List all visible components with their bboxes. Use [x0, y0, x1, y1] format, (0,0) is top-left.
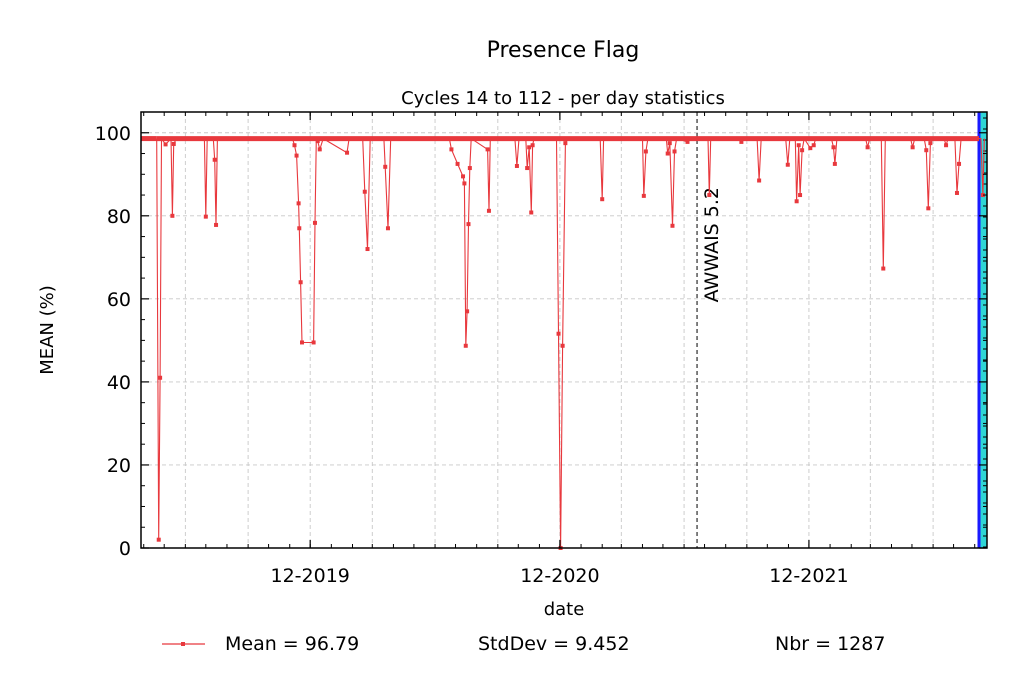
data-point — [296, 201, 301, 206]
data-point — [467, 166, 472, 171]
data-point — [831, 145, 836, 150]
data-point — [560, 343, 565, 348]
data-point — [928, 141, 933, 146]
y-tick-label: 20 — [107, 455, 131, 477]
legend: Mean = 96.79 StdDev = 9.452 Nbr = 1287 — [162, 633, 885, 655]
legend-square-marker — [181, 642, 185, 646]
axis-ticks: 0 20 40 60 80 100 12-2019 12-2020 12-2021 — [95, 112, 987, 587]
data-point — [317, 147, 322, 152]
data-point — [796, 143, 801, 148]
data-point — [811, 143, 816, 148]
y-tick-label: 0 — [119, 538, 131, 560]
data-point — [383, 164, 388, 169]
data-point — [563, 141, 568, 146]
data-point — [643, 149, 648, 154]
data-point — [163, 142, 168, 147]
data-point — [832, 161, 837, 166]
data-point — [312, 220, 317, 225]
data-point — [527, 145, 532, 150]
data-point — [785, 162, 790, 167]
x-tick-label: 12-2020 — [520, 565, 599, 587]
data-point — [957, 161, 962, 166]
data-point — [556, 331, 561, 336]
data-point — [311, 340, 316, 345]
data-point — [463, 343, 468, 348]
data-point — [449, 147, 454, 152]
y-axis-label: MEAN (%) — [37, 285, 58, 375]
data-point — [292, 143, 297, 148]
chart-subtitle: Cycles 14 to 112 - per day statistics — [401, 88, 725, 109]
data-point — [462, 181, 467, 186]
data-point — [514, 163, 519, 168]
data-point — [670, 223, 675, 228]
data-point — [485, 147, 490, 152]
data-point — [881, 266, 886, 271]
legend-mean: Mean = 96.79 — [225, 633, 359, 655]
plot-frame — [140, 111, 988, 549]
data-point — [170, 213, 175, 218]
data-point — [156, 537, 161, 542]
data-point — [641, 193, 646, 198]
data-point — [980, 193, 985, 198]
series-mean — [141, 136, 985, 550]
data-point — [794, 199, 799, 204]
data-point — [926, 206, 931, 211]
data-point — [525, 166, 530, 171]
x-axis-label: date — [544, 599, 585, 620]
data-point — [739, 139, 744, 144]
data-point — [362, 189, 367, 194]
data-point — [345, 150, 350, 155]
y-tick-label: 40 — [107, 372, 131, 394]
data-point — [203, 214, 208, 219]
data-point — [672, 149, 677, 154]
chart-title: Presence Flag — [487, 38, 640, 63]
x-tick-label: 12-2021 — [769, 565, 848, 587]
data-point — [158, 375, 163, 380]
data-point — [455, 161, 460, 166]
y-tick-label: 100 — [95, 123, 131, 145]
y-tick-label: 60 — [107, 289, 131, 311]
data-point — [600, 197, 605, 202]
data-point — [667, 141, 672, 146]
annotation-layer: AWWAIS 5.2 — [696, 112, 723, 548]
data-point — [944, 143, 949, 148]
data-point — [910, 145, 915, 150]
data-point — [530, 143, 535, 148]
data-point — [212, 157, 217, 162]
data-point — [808, 146, 813, 151]
legend-stddev: StdDev = 9.452 — [478, 633, 630, 655]
data-point — [214, 222, 219, 227]
annotation-label: AWWAIS 5.2 — [701, 187, 723, 302]
data-point — [685, 139, 690, 144]
data-point — [757, 178, 762, 183]
data-point — [486, 208, 491, 213]
data-point — [385, 226, 390, 231]
data-point — [924, 148, 929, 153]
data-point — [466, 222, 471, 227]
data-point — [954, 190, 959, 195]
data-point — [300, 340, 305, 345]
data-point — [298, 280, 303, 285]
data-point — [315, 139, 320, 144]
data-point — [294, 153, 299, 158]
data-point — [707, 193, 712, 198]
data-point — [365, 247, 370, 252]
grid-lines — [141, 112, 987, 549]
data-point — [798, 193, 803, 198]
data-point — [297, 226, 302, 231]
data-point — [800, 148, 805, 153]
x-tick-label: 12-2019 — [271, 565, 350, 587]
series-mean-line — [156, 136, 985, 549]
data-point — [665, 151, 670, 156]
data-point — [461, 174, 466, 179]
legend-count: Nbr = 1287 — [775, 633, 885, 655]
data-point — [171, 141, 176, 146]
data-point — [865, 145, 870, 150]
data-point — [465, 309, 470, 314]
y-tick-label: 80 — [107, 206, 131, 228]
data-point — [529, 210, 534, 215]
highlight-band-fill — [979, 112, 987, 548]
